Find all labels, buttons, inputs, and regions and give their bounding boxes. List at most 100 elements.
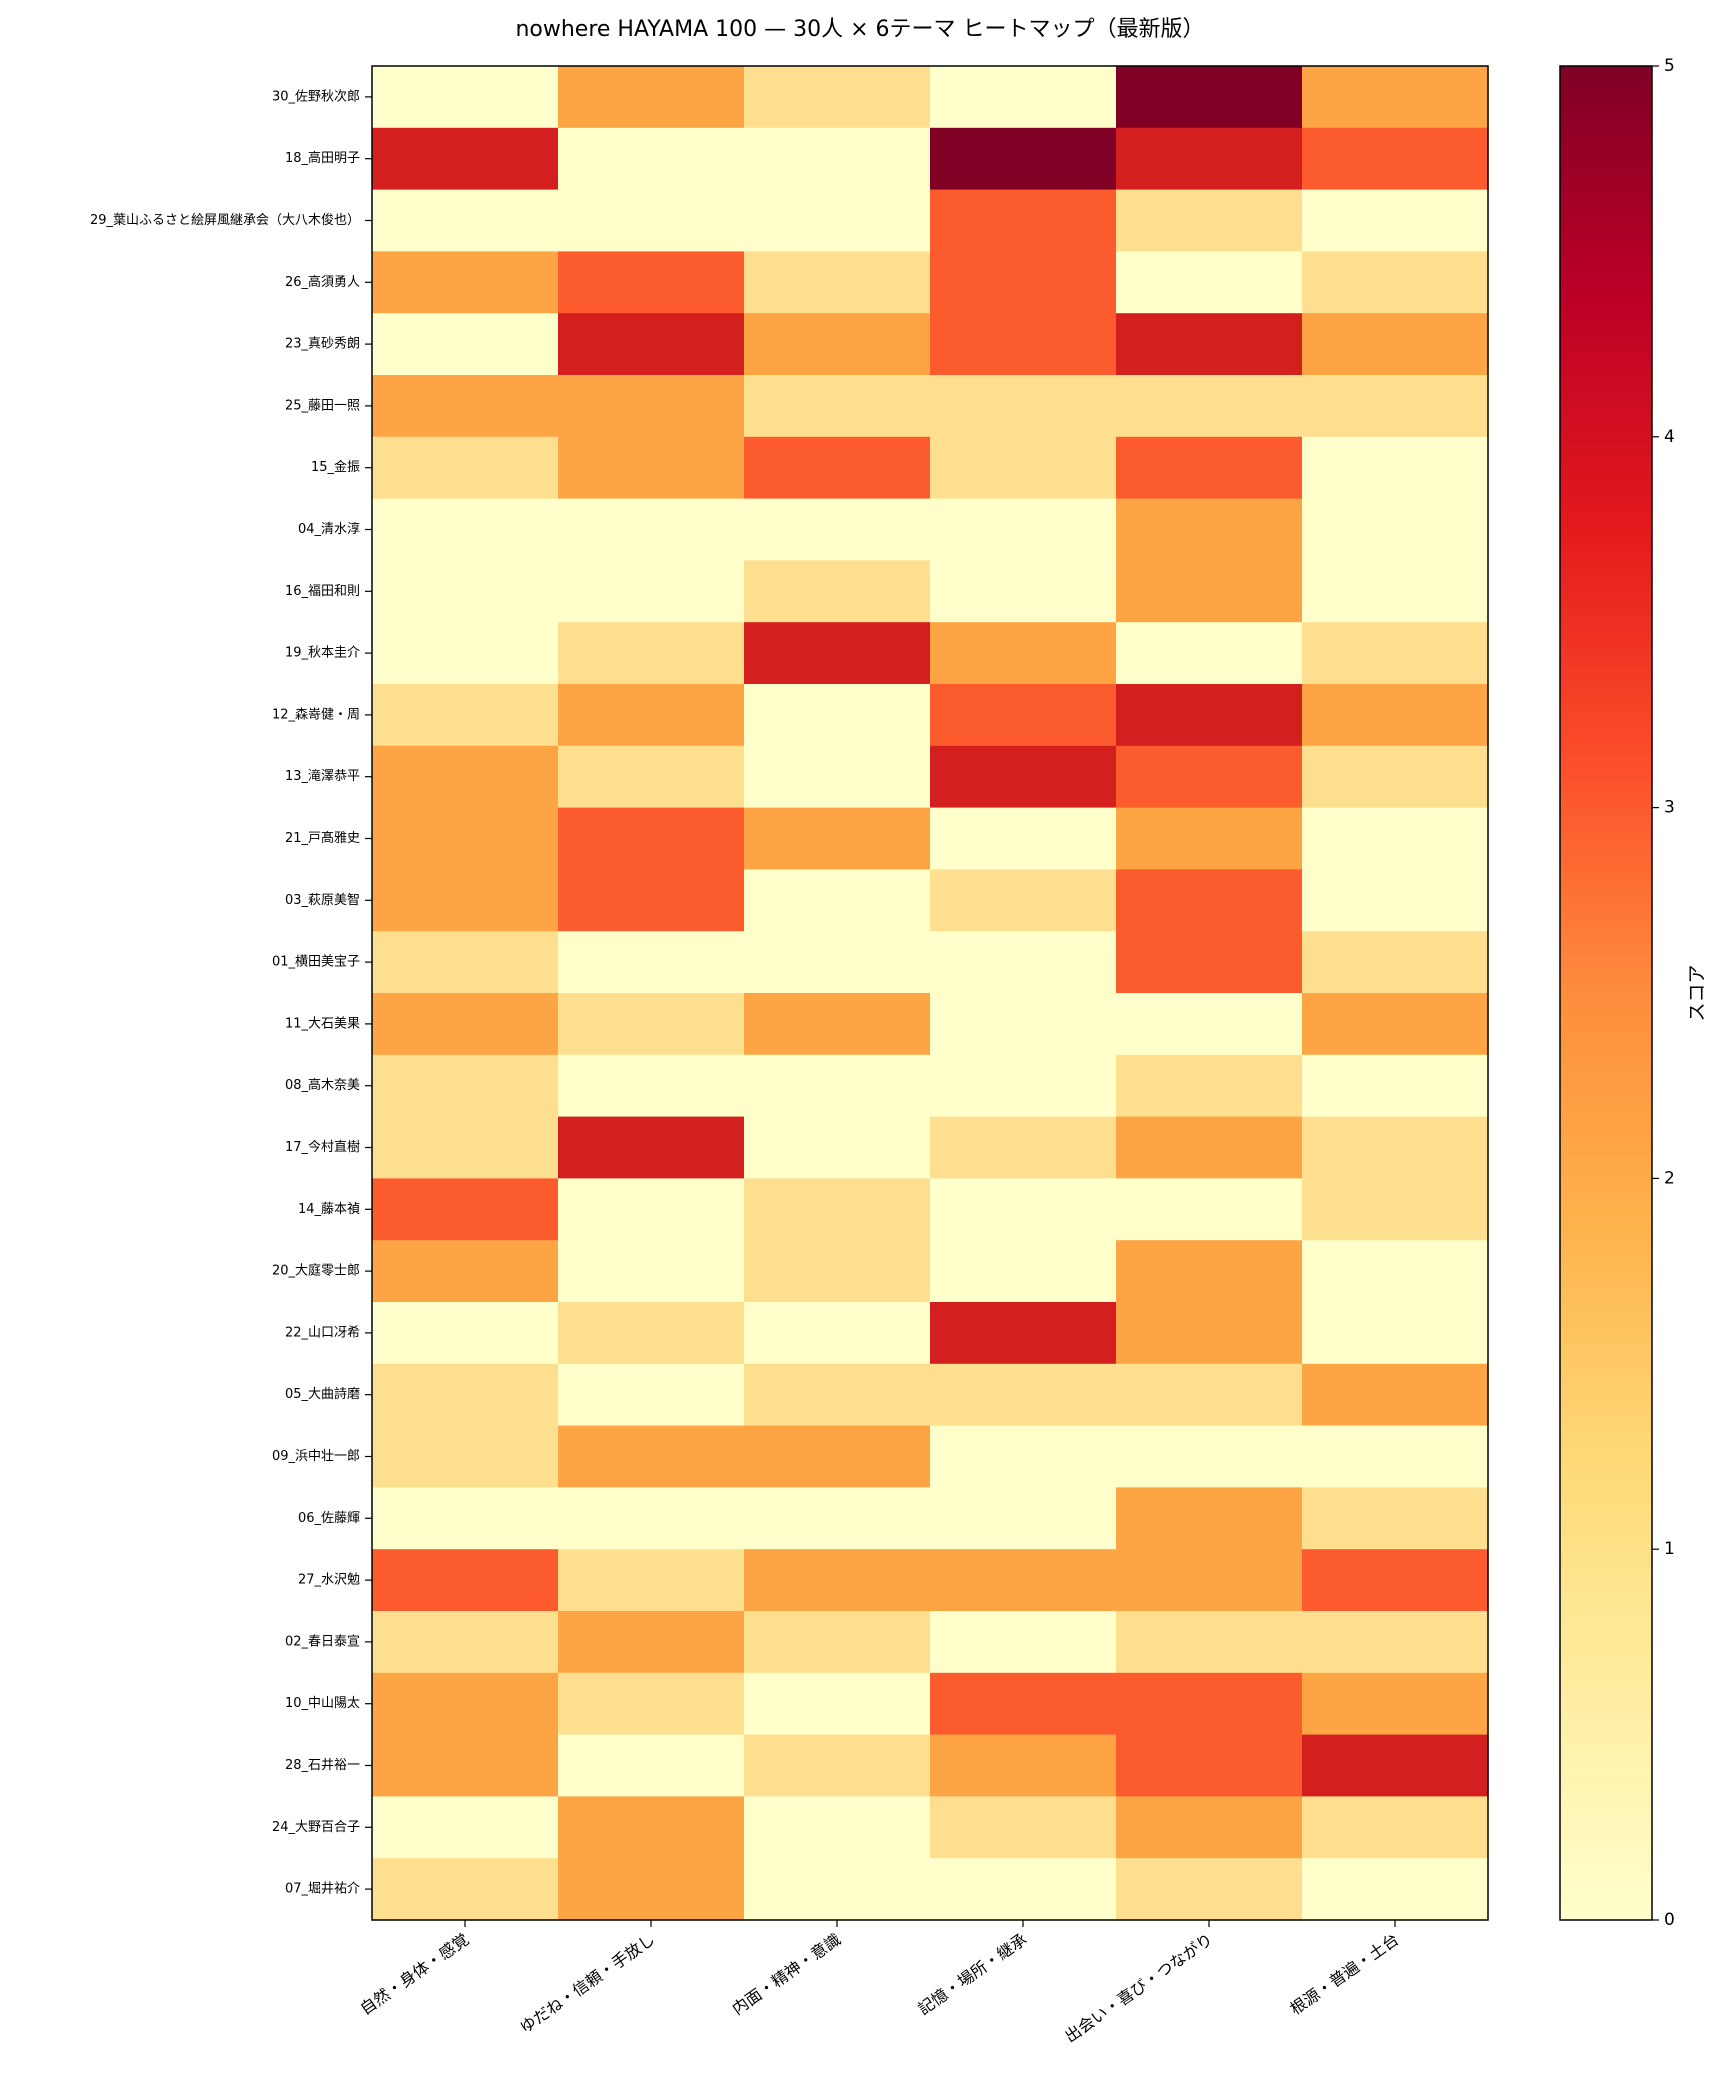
heatmap-cell [558, 1858, 745, 1921]
heatmap-cell [1116, 1672, 1303, 1736]
heatmap-cell [930, 684, 1117, 747]
heatmap-cell [372, 1302, 559, 1365]
heatmap-cell [1302, 684, 1489, 747]
heatmap-cell [930, 375, 1117, 438]
heatmap-cell [1116, 1302, 1303, 1365]
heatmap-cell [1302, 869, 1489, 932]
heatmap-cell [930, 1611, 1117, 1674]
heatmap-cell [1116, 1487, 1303, 1550]
column-label: 内面・精神・意識 [729, 1930, 845, 2019]
heatmap-cell [372, 1178, 559, 1241]
heatmap-cell [1116, 498, 1303, 561]
heatmap-cell [1302, 993, 1489, 1056]
row-label: 27_水沢勉 [298, 1573, 360, 1588]
heatmap-cell [930, 1796, 1117, 1859]
heatmap-cell [1302, 375, 1489, 438]
heatmap-cell [930, 313, 1117, 376]
heatmap-cell [1116, 1178, 1303, 1241]
heatmap-cell [744, 1672, 931, 1736]
heatmap-cell [1302, 66, 1489, 129]
heatmap-cell [930, 1363, 1117, 1427]
column-label: 出会い・喜び・つながり [1061, 1930, 1216, 2047]
heatmap-cell [1302, 931, 1489, 994]
heatmap-cell [1302, 1796, 1489, 1859]
heatmap-cell [372, 560, 559, 623]
colorbar-label: スコア [1686, 964, 1708, 1021]
heatmap-cell [558, 1425, 745, 1488]
heatmap-cell [372, 1363, 559, 1427]
heatmap-cell [744, 560, 931, 623]
heatmap-cell [930, 1858, 1117, 1921]
heatmap-cell [372, 1858, 559, 1921]
column-label: 自然・身体・感覚 [357, 1930, 473, 2019]
colorbar-tick-label: 0 [1664, 1910, 1675, 1930]
chart-title: nowhere HAYAMA 100 — 30人 × 6テーマ ヒートマップ（最… [515, 17, 1204, 42]
heatmap-cell [558, 436, 745, 500]
heatmap-cell [558, 66, 745, 129]
heatmap-cell [1116, 1796, 1303, 1859]
heatmap-cell [1302, 313, 1489, 376]
heatmap-cell [930, 1302, 1117, 1365]
heatmap-cell [744, 1734, 931, 1797]
row-label: 16_福田和則 [285, 584, 360, 599]
heatmap-cell [930, 1425, 1117, 1488]
row-label: 07_堀井祐介 [285, 1882, 360, 1897]
heatmap-cell [372, 993, 559, 1056]
heatmap-cell [1116, 684, 1303, 747]
heatmap-cell [1302, 251, 1489, 314]
heatmap-cell [930, 931, 1117, 994]
heatmap-cell [1116, 1549, 1303, 1612]
heatmap-cell [1116, 931, 1303, 994]
heatmap-cells [372, 66, 1489, 1921]
heatmap-cell [744, 1425, 931, 1488]
heatmap-cell [558, 622, 745, 685]
heatmap-cell [1302, 807, 1489, 870]
heatmap-cell [930, 189, 1117, 252]
heatmap-cell [372, 931, 559, 994]
row-label: 13_滝澤恭平 [285, 769, 360, 784]
row-label: 06_佐藤輝 [298, 1511, 360, 1526]
heatmap-cell [744, 1363, 931, 1427]
heatmap-cell [1116, 375, 1303, 438]
heatmap-cell [930, 1054, 1117, 1118]
row-label: 22_山口冴希 [285, 1325, 360, 1340]
column-label: 根源・普遍・土台 [1287, 1930, 1403, 2019]
heatmap-cell [930, 1240, 1117, 1303]
row-label: 01_横田美宝子 [272, 955, 360, 970]
heatmap-cell [1116, 993, 1303, 1056]
heatmap-cell [1302, 127, 1489, 191]
heatmap-cell [1302, 1054, 1489, 1118]
heatmap-cell [1116, 1425, 1303, 1488]
row-label: 03_萩原美智 [285, 893, 360, 908]
row-label: 11_大石美果 [285, 1016, 360, 1031]
heatmap-cell [372, 313, 559, 376]
heatmap-cell [372, 375, 559, 438]
heatmap-cell [1302, 1363, 1489, 1427]
heatmap-cell [372, 1054, 559, 1118]
row-label: 10_中山陽太 [285, 1696, 360, 1711]
heatmap-cell [372, 1240, 559, 1303]
heatmap-cell [1116, 807, 1303, 870]
row-label: 23_真砂秀朗 [285, 337, 360, 352]
heatmap-cell [744, 622, 931, 685]
heatmap-cell [1116, 127, 1303, 191]
heatmap-cell [1302, 1178, 1489, 1241]
heatmap-cell [930, 66, 1117, 129]
heatmap-cell [744, 189, 931, 252]
heatmap-cell [372, 1672, 559, 1736]
heatmap-cell [1302, 1240, 1489, 1303]
plot-frame [371, 65, 1489, 1921]
heatmap-cell [1302, 1425, 1489, 1488]
row-label: 18_高田明子 [285, 150, 360, 166]
row-label: 02_春日泰宣 [285, 1633, 360, 1649]
heatmap-cell [372, 436, 559, 500]
heatmap-cell [1116, 1734, 1303, 1797]
heatmap-cell [744, 313, 931, 376]
column-label: ゆだね・信頼・手放し [516, 1930, 658, 2037]
heatmap-cell [930, 560, 1117, 623]
row-label: 14_藤本禎 [298, 1202, 360, 1217]
row-label: 17_今村直樹 [285, 1139, 360, 1155]
heatmap-cell [558, 1116, 745, 1179]
heatmap-cell [372, 1487, 559, 1550]
